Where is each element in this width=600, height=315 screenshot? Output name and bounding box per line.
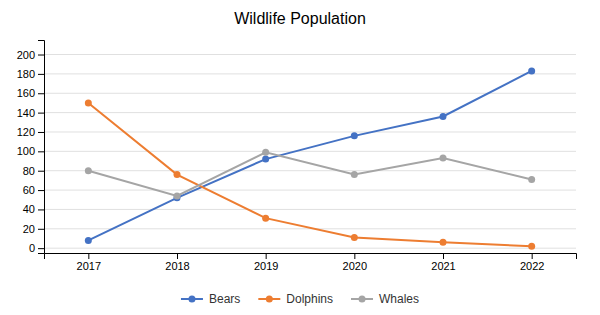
x-tick-label: 2022 — [520, 260, 544, 272]
y-tick: 100 — [17, 145, 44, 157]
x-tick-mark — [177, 253, 178, 259]
x-tick: 2017 — [77, 253, 101, 272]
grid-line — [44, 209, 576, 210]
marker — [351, 171, 358, 178]
y-tick: 0 — [29, 242, 44, 254]
x-tick-label: 2021 — [431, 260, 455, 272]
marker — [85, 237, 92, 244]
title: Wildlife Population — [234, 10, 366, 27]
y-tick-mark — [38, 190, 44, 191]
x-tick: 2018 — [165, 253, 189, 272]
x-tick-mark — [532, 253, 533, 259]
y-tick: 20 — [23, 223, 44, 235]
y-tick-mark — [38, 229, 44, 230]
y-tick-mark — [38, 151, 44, 152]
x-tick: 2020 — [343, 253, 367, 272]
x-tick-mark — [266, 253, 267, 259]
x-axis-line — [45, 254, 577, 260]
y-tick: 140 — [17, 107, 44, 119]
y-tick-label: 180 — [17, 68, 35, 80]
y-tick-mark — [38, 171, 44, 172]
marker — [351, 132, 358, 139]
series-markers — [85, 149, 535, 200]
y-tick-label: 120 — [17, 126, 35, 138]
marker — [174, 192, 181, 199]
y-tick-mark — [38, 55, 44, 56]
chart: Wildlife Population201720182019202020212… — [0, 0, 600, 315]
y-tick-label: 0 — [29, 242, 35, 254]
marker — [262, 215, 269, 222]
y-tick-mark — [38, 248, 44, 249]
legend-label: Dolphins — [286, 292, 333, 306]
legend: Bears Dolphins Whales — [181, 292, 419, 306]
y-tick-mark — [38, 74, 44, 75]
legend-item: Whales — [351, 292, 419, 306]
y-tick: 120 — [17, 126, 44, 138]
x-tick: 2022 — [520, 253, 544, 272]
marker — [351, 234, 358, 241]
y-tick-label: 200 — [17, 49, 35, 61]
grid-line — [44, 73, 576, 74]
y-axis: 0 20 40 60 80 100 120 140 160 180 200 — [17, 41, 45, 255]
x-tick-label: 2019 — [254, 260, 278, 272]
marker — [528, 67, 535, 74]
y-tick-label: 100 — [17, 145, 35, 157]
marker — [528, 243, 535, 250]
marker — [262, 156, 269, 163]
y-tick-mark — [38, 209, 44, 210]
legend-label: Whales — [379, 292, 419, 306]
legend-label: Bears — [209, 292, 240, 306]
y-tick: 200 — [17, 49, 44, 61]
marker — [262, 149, 269, 156]
grid-line — [44, 248, 576, 249]
plot: 2017 2018 2019 2020 2021 2022 0 20 40 60 80 100 120 1… — [17, 41, 577, 272]
grid-line — [44, 112, 576, 113]
y-axis-line — [38, 41, 45, 254]
y-tick-mark — [38, 93, 44, 94]
y-tick-mark — [38, 132, 44, 133]
x-tick: 2019 — [254, 253, 278, 272]
y-tick: 40 — [23, 203, 44, 215]
legend-marker — [188, 296, 195, 303]
y-tick: 160 — [17, 87, 44, 99]
y-tick: 60 — [23, 184, 44, 196]
x-tick-label: 2017 — [77, 260, 101, 272]
y-tick: 180 — [17, 68, 44, 80]
y-tick-label: 20 — [23, 223, 35, 235]
x-axis: 2017 2018 2019 2020 2021 2022 — [45, 253, 577, 272]
y-tick-label: 160 — [17, 87, 35, 99]
grid-line — [44, 93, 576, 94]
legend-item: Bears — [181, 292, 240, 306]
grid-line — [44, 54, 576, 55]
y-tick-label: 60 — [23, 184, 35, 196]
grid-line — [44, 190, 576, 191]
marker — [440, 113, 447, 120]
marker — [440, 155, 447, 162]
grid-line — [44, 151, 576, 152]
y-tick-label: 140 — [17, 107, 35, 119]
y-tick-label: 40 — [23, 203, 35, 215]
x-tick-label: 2020 — [343, 260, 367, 272]
marker — [528, 176, 535, 183]
marker — [85, 99, 92, 106]
marker — [440, 239, 447, 246]
x-tick-label: 2018 — [165, 260, 189, 272]
series-line — [88, 103, 531, 246]
series-line — [88, 152, 531, 196]
legend-marker — [266, 296, 273, 303]
marks — [85, 67, 535, 249]
legend-marker — [359, 296, 366, 303]
x-tick-mark — [443, 253, 444, 259]
y-tick-label: 80 — [23, 165, 35, 177]
y-tick: 80 — [23, 165, 44, 177]
series-markers — [85, 99, 535, 249]
x-tick: 2021 — [431, 253, 455, 272]
grid — [44, 55, 576, 249]
legend-item: Dolphins — [258, 292, 333, 306]
marker — [85, 167, 92, 174]
x-tick-mark — [354, 253, 355, 259]
y-tick-mark — [38, 113, 44, 114]
marker — [174, 171, 181, 178]
x-tick-mark — [88, 253, 89, 259]
